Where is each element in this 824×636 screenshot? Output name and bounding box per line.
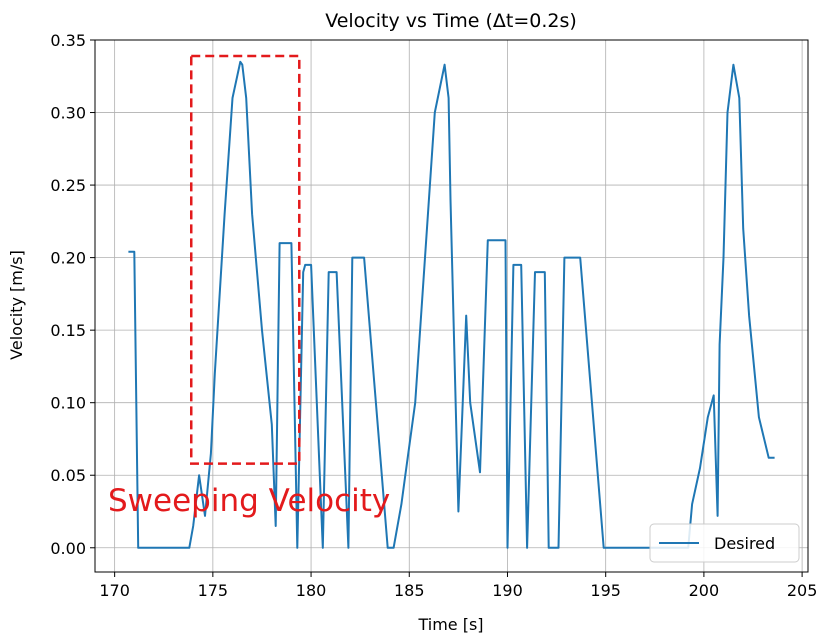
y-tick-label: 0.10 <box>50 394 86 413</box>
y-tick-label: 0.05 <box>50 466 86 485</box>
x-tick-label: 205 <box>787 581 818 600</box>
sweep-highlight-box <box>189 54 301 465</box>
x-tick-label: 175 <box>198 581 229 600</box>
axes-group <box>94 39 809 573</box>
x-tick-label: 190 <box>492 581 523 600</box>
x-tick-label: 170 <box>99 581 130 600</box>
x-axis-label: Time [s] <box>417 615 483 634</box>
x-axis-ticks: 170 175 180 185 190 195 200 205 <box>99 572 817 600</box>
y-tick-label: 0.35 <box>50 31 86 50</box>
x-tick-label: 195 <box>590 581 621 600</box>
x-tick-label: 185 <box>394 581 425 600</box>
legend-box <box>649 523 800 563</box>
y-tick-label: 0.30 <box>50 104 86 123</box>
sweeping-velocity-annotation: Sweeping Velocity <box>108 483 390 519</box>
chart-title: Velocity vs Time (Δt=0.2s) <box>325 10 577 32</box>
legend-label: Desired <box>714 534 775 553</box>
plot-frame <box>94 39 809 573</box>
y-tick-label: 0.15 <box>50 321 86 340</box>
x-tick-label: 180 <box>296 581 327 600</box>
annotation-group: Sweeping Velocity <box>108 54 390 519</box>
y-tick-label: 0.00 <box>50 539 86 558</box>
x-tick-label: 200 <box>689 581 720 600</box>
y-axis-label: Velocity [m/s] <box>7 250 26 360</box>
y-tick-label: 0.20 <box>50 249 86 268</box>
legend: Desired <box>649 523 800 563</box>
y-tick-label: 0.25 <box>50 176 86 195</box>
y-axis-ticks: 0.00 0.05 0.10 0.15 0.20 0.25 0.30 0.35 <box>50 31 95 558</box>
